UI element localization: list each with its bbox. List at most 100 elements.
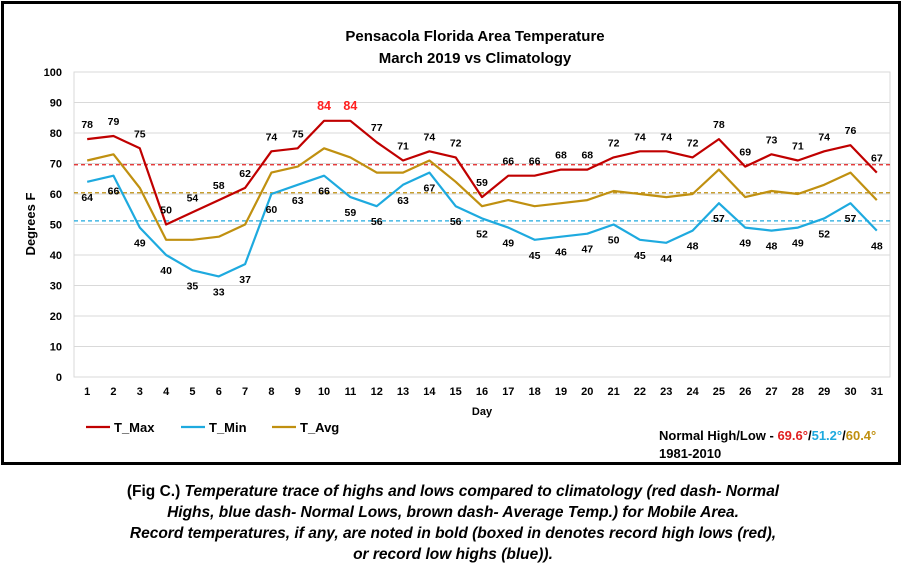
- data-label-max: 78: [81, 119, 93, 131]
- y-tick-label: 90: [50, 98, 62, 110]
- x-tick-label: 31: [871, 386, 883, 398]
- chart-title: Pensacola Florida Area Temperature: [345, 28, 604, 45]
- data-label-max: 66: [529, 156, 541, 168]
- legend-label: T_Max: [114, 420, 155, 435]
- data-label-max: 58: [213, 180, 225, 192]
- data-label-min: 49: [502, 238, 514, 250]
- normal-high-value: 69.6°: [777, 428, 808, 443]
- data-label-min: 56: [450, 216, 462, 228]
- x-tick-label: 8: [268, 386, 274, 398]
- data-label-min: 56: [371, 216, 383, 228]
- data-label-max: 72: [687, 137, 699, 149]
- data-label-min: 40: [160, 265, 172, 277]
- data-label-min: 52: [818, 228, 830, 240]
- data-label-max: 68: [555, 150, 567, 162]
- data-label-max: 62: [239, 168, 251, 180]
- x-tick-label: 26: [739, 386, 751, 398]
- normals-line: Normal High/Low - 69.6°/51.2°/60.4°: [659, 428, 876, 443]
- x-tick-label: 16: [476, 386, 488, 398]
- normals-period: 1981-2010: [659, 446, 722, 461]
- data-label-max: 75: [292, 128, 304, 140]
- data-label-max: 75: [134, 128, 146, 140]
- series-line-t-min: [86, 171, 878, 278]
- data-label-max: 77: [371, 122, 383, 134]
- x-tick-label: 30: [844, 386, 856, 398]
- data-label-min: 64: [81, 192, 93, 204]
- series-line-t-max: [87, 119, 878, 226]
- caption-text: Temperature trace of highs and lows comp…: [184, 483, 780, 500]
- legend-label: T_Avg: [300, 420, 339, 435]
- x-tick-label: 24: [686, 386, 699, 398]
- data-label-max: 78: [713, 119, 725, 131]
- x-tick-label: 4: [163, 386, 170, 398]
- caption-line-3: Record temperatures, if any, are noted i…: [129, 525, 777, 542]
- data-label-min: 45: [529, 250, 541, 262]
- data-label-max: 69: [739, 147, 751, 159]
- x-tick-label: 13: [397, 386, 409, 398]
- x-tick-label: 27: [765, 386, 777, 398]
- data-label-min: 57: [845, 213, 857, 225]
- data-label-max: 66: [502, 156, 514, 168]
- x-tick-label: 28: [792, 386, 804, 398]
- data-label-min: 47: [581, 244, 593, 256]
- data-label-max: 74: [660, 131, 672, 143]
- data-label-min: 60: [266, 204, 278, 216]
- x-tick-label: 1: [84, 386, 90, 398]
- x-tick-label: 19: [555, 386, 567, 398]
- data-label-min: 37: [239, 274, 251, 286]
- y-tick-label: 10: [50, 342, 62, 354]
- data-label-max: 59: [476, 177, 488, 189]
- data-label-max: 74: [266, 131, 278, 143]
- data-label-min: 49: [739, 238, 751, 250]
- data-label-max: 50: [160, 205, 172, 217]
- data-label-min: 59: [345, 207, 357, 219]
- x-tick-label: 29: [818, 386, 830, 398]
- data-label-min: 35: [187, 280, 199, 292]
- data-label-min: 66: [108, 186, 120, 198]
- data-label-min: 48: [687, 241, 699, 253]
- data-label-min: 49: [134, 238, 146, 250]
- x-tick-label: 9: [295, 386, 301, 398]
- data-label-min: 33: [213, 286, 225, 298]
- y-tick-label: 80: [50, 128, 62, 140]
- caption-fig-label: (Fig C.): [126, 483, 185, 500]
- y-tick-label: 30: [50, 281, 62, 293]
- x-tick-label: 21: [607, 386, 619, 398]
- y-tick-label: 50: [50, 220, 62, 232]
- data-label-min: 52: [476, 228, 488, 240]
- data-label-max: 76: [845, 125, 857, 137]
- data-label-max: 74: [818, 131, 830, 143]
- data-label-max: 74: [634, 131, 646, 143]
- data-label-min: 57: [713, 213, 725, 225]
- data-label-min: 67: [424, 183, 436, 195]
- data-label-min: 66: [318, 186, 330, 198]
- caption-line-4: or record low highs (blue)).: [353, 546, 553, 563]
- data-label-max: 71: [792, 140, 804, 152]
- y-tick-label: 70: [50, 159, 62, 171]
- normal-avg-value: 60.4°: [845, 428, 877, 443]
- data-label-max: 67: [871, 153, 883, 165]
- data-label-min: 46: [555, 247, 567, 259]
- data-label-max: 79: [108, 116, 120, 128]
- x-tick-label: 23: [660, 386, 672, 398]
- data-label-max: 84: [343, 99, 357, 113]
- normals-separator: /: [842, 428, 846, 443]
- x-tick-label: 6: [216, 386, 222, 398]
- normals-separator: /: [807, 428, 812, 443]
- data-label-max: 71: [397, 140, 409, 152]
- normal-low-value: 51.2°: [811, 428, 843, 443]
- data-label-max: 68: [581, 150, 593, 162]
- data-label-min: 48: [871, 241, 883, 253]
- x-tick-label: 3: [137, 386, 143, 398]
- x-tick-label: 22: [634, 386, 646, 398]
- x-tick-label: 7: [242, 386, 248, 398]
- data-label-max: 72: [608, 137, 620, 149]
- data-label-min: 63: [292, 195, 304, 207]
- x-tick-label: 15: [450, 386, 462, 398]
- data-label-min: 49: [792, 238, 804, 250]
- normals-label: Normal High/Low -: [659, 428, 778, 443]
- x-tick-label: 2: [110, 386, 116, 398]
- y-tick-label: 100: [44, 67, 62, 79]
- y-tick-label: 0: [56, 372, 62, 384]
- data-label-max: 74: [424, 131, 436, 143]
